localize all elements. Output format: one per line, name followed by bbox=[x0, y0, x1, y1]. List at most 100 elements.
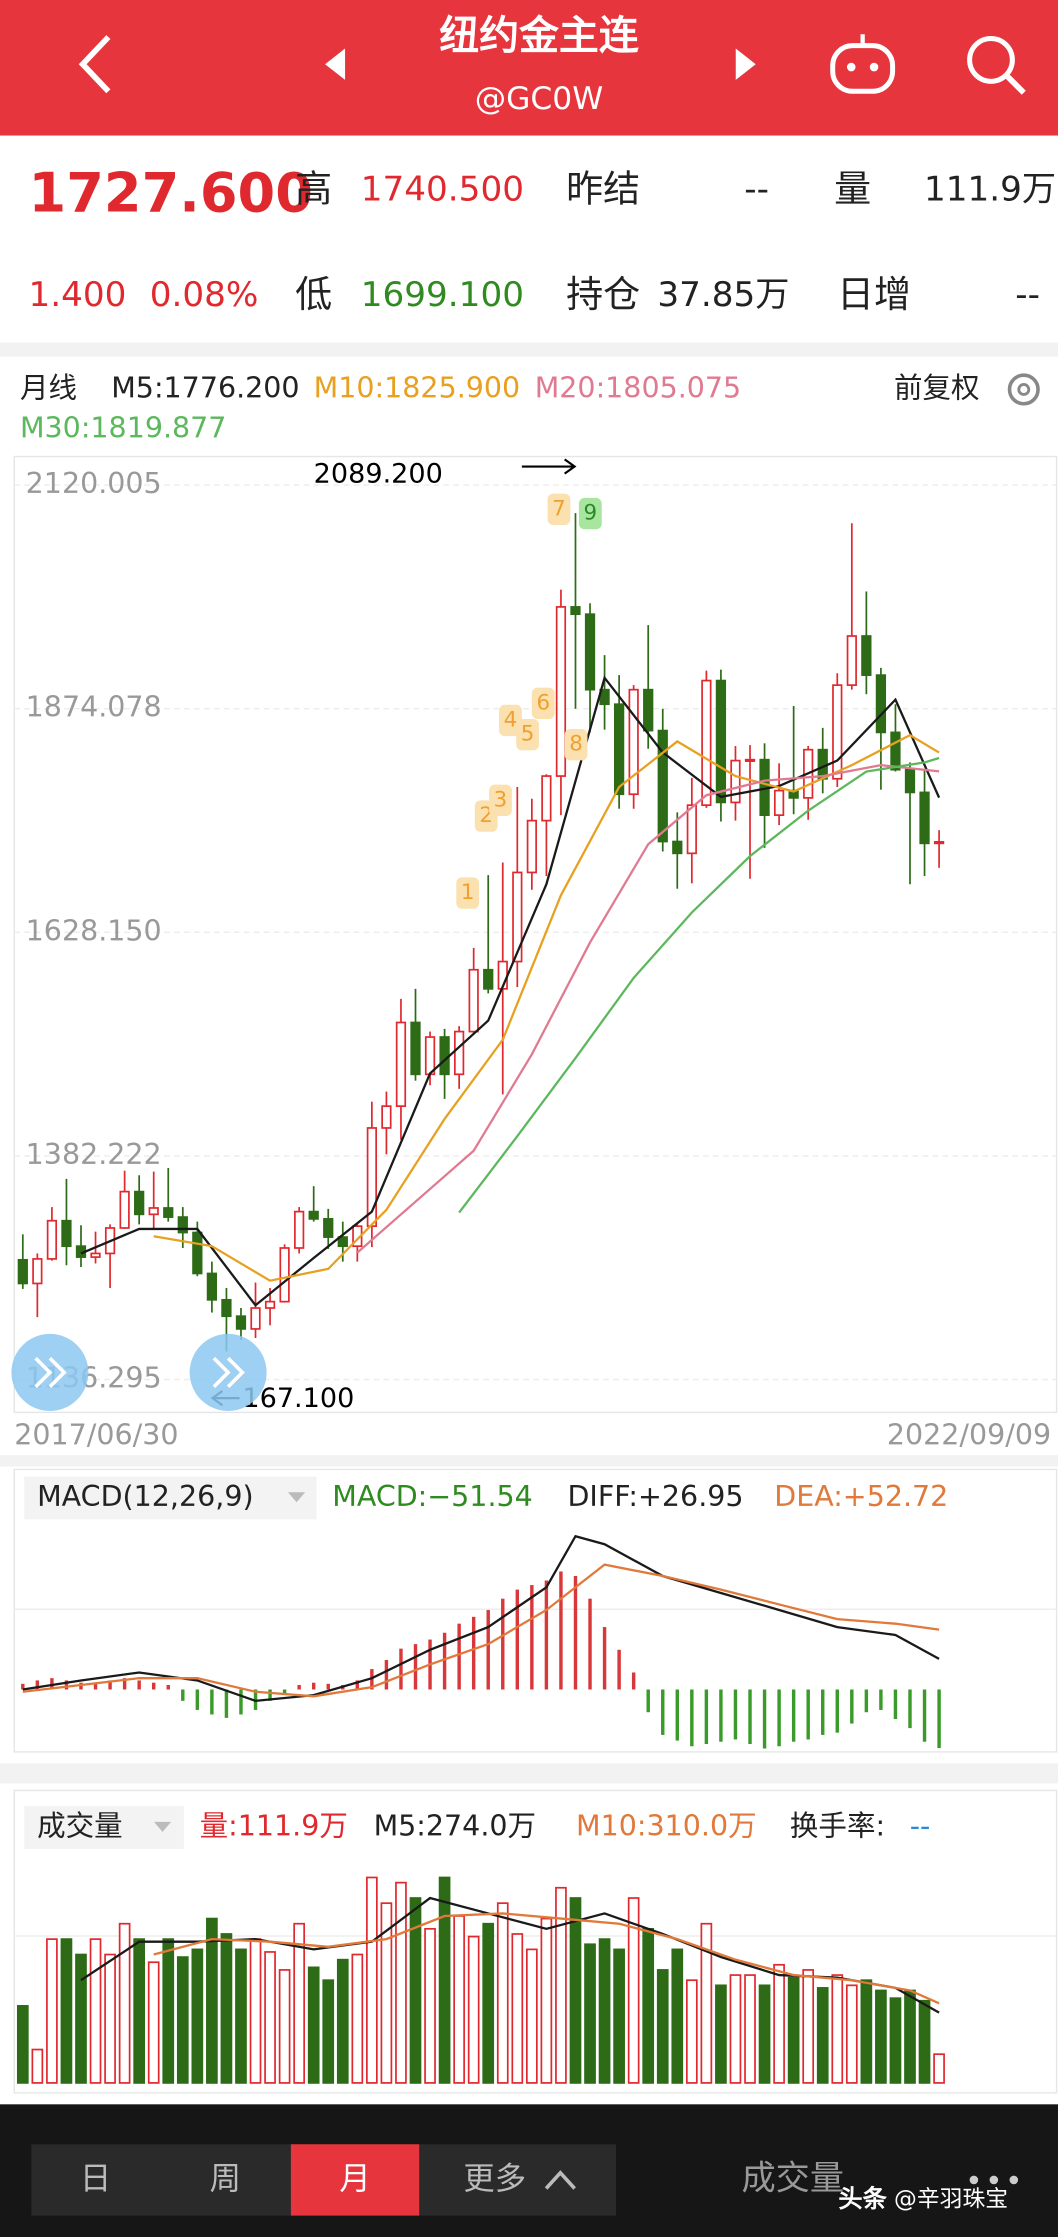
macd-bar bbox=[661, 1689, 665, 1735]
volume-value: 111.9万 bbox=[924, 170, 1056, 210]
candle-body bbox=[773, 789, 785, 817]
volume-bar bbox=[16, 2005, 29, 2084]
candle-body bbox=[32, 1258, 43, 1285]
turnover-value: -- bbox=[910, 1810, 931, 1843]
macd-bar bbox=[195, 1689, 200, 1710]
macd-bar bbox=[413, 1644, 418, 1690]
header-bar bbox=[0, 0, 1058, 136]
candle-body bbox=[395, 1021, 407, 1107]
macd-bar bbox=[108, 1680, 112, 1690]
sequence-label: 5 bbox=[521, 722, 535, 747]
volume-bar bbox=[656, 1969, 669, 2084]
low-label: 低 bbox=[295, 273, 332, 316]
macd-bar bbox=[210, 1689, 214, 1715]
settings-icon[interactable] bbox=[1007, 373, 1040, 406]
volume-bar bbox=[307, 1966, 320, 2084]
candle-body bbox=[177, 1216, 188, 1234]
x-tick-label: 2017/06/30 bbox=[14, 1419, 178, 1452]
candle-body bbox=[686, 804, 697, 855]
volume-frame bbox=[13, 1789, 1058, 2094]
candle-body bbox=[381, 1105, 392, 1129]
y-tick-label: 1382.222 bbox=[26, 1138, 162, 1171]
legend-entry: DEA:+52.72 bbox=[774, 1480, 948, 1513]
candle-body bbox=[832, 684, 843, 780]
prev-contract[interactable] bbox=[325, 48, 346, 80]
adjust-label[interactable]: 前复权 bbox=[894, 371, 980, 404]
more-dot[interactable] bbox=[969, 2175, 979, 2185]
volume-bar bbox=[249, 1938, 262, 2084]
volume-bar bbox=[482, 1922, 495, 2084]
macd-bar bbox=[690, 1689, 694, 1747]
tab[interactable]: 更多 bbox=[463, 2161, 526, 2197]
candle-body bbox=[439, 1036, 450, 1076]
tab[interactable]: 周 bbox=[210, 2161, 241, 2197]
sequence-label: 4 bbox=[504, 707, 518, 732]
separator bbox=[0, 1455, 1058, 1467]
volume-bar bbox=[438, 1876, 451, 2084]
volume-bar bbox=[133, 1938, 146, 2084]
legend-entry: M30:1819.877 bbox=[20, 411, 227, 444]
prev-settle-label: 昨结 bbox=[566, 168, 640, 211]
candle-body bbox=[468, 968, 479, 1033]
volume-bar bbox=[889, 1997, 902, 2084]
candle-body bbox=[134, 1190, 145, 1216]
volume-selector[interactable] bbox=[24, 1806, 184, 1849]
macd-bar bbox=[850, 1689, 854, 1724]
period-label[interactable]: 月线 bbox=[20, 371, 77, 404]
macd-title: MACD(12,26,9) bbox=[37, 1480, 254, 1513]
macd-bar bbox=[239, 1689, 243, 1715]
indicator-selector[interactable]: 成交量 bbox=[741, 2158, 844, 2198]
volume-label: 量 bbox=[834, 168, 871, 211]
volume-bar bbox=[278, 1969, 291, 2084]
macd-bar bbox=[922, 1689, 927, 1742]
next-contract[interactable] bbox=[735, 48, 756, 80]
sequence-label: 9 bbox=[584, 501, 598, 526]
volume-bar bbox=[89, 1938, 102, 2084]
volume-bar bbox=[627, 1897, 640, 2084]
search-icon[interactable] bbox=[967, 36, 1026, 95]
macd-selector[interactable] bbox=[24, 1476, 317, 1520]
candle-body bbox=[192, 1231, 203, 1275]
volume-bar bbox=[613, 1948, 625, 2084]
macd-bar bbox=[675, 1689, 680, 1741]
candle-body bbox=[148, 1207, 159, 1216]
prev-settle-value: -- bbox=[744, 170, 769, 210]
legend-entry: DIFF:+26.95 bbox=[567, 1480, 743, 1513]
volume-bar bbox=[845, 1984, 858, 2084]
sequence-label: 1 bbox=[461, 880, 475, 905]
candle-body bbox=[643, 688, 654, 732]
annotation-arrowhead bbox=[564, 458, 577, 475]
watermark-author: @辛羽珠宝 bbox=[894, 2186, 1008, 2212]
candle-body bbox=[613, 703, 625, 796]
macd-bar bbox=[704, 1689, 709, 1744]
candle-body bbox=[453, 1030, 465, 1076]
tab[interactable]: 月 bbox=[339, 2161, 370, 2197]
macd-bar bbox=[748, 1689, 752, 1744]
macd-bar bbox=[151, 1682, 156, 1690]
candle-body bbox=[221, 1298, 232, 1318]
robot-icon[interactable] bbox=[830, 34, 896, 94]
macd-bar bbox=[908, 1689, 912, 1729]
more-dot bbox=[1009, 2175, 1019, 2185]
back-button[interactable] bbox=[78, 35, 111, 94]
volume-bar bbox=[424, 1927, 436, 2084]
volume-bar bbox=[322, 1979, 335, 2084]
high-value: 1740.500 bbox=[361, 170, 524, 210]
tab[interactable]: 日 bbox=[80, 2161, 111, 2197]
macd-bar bbox=[457, 1623, 461, 1690]
candle-body bbox=[672, 840, 683, 855]
volume-bar bbox=[671, 1948, 684, 2084]
candle-body bbox=[323, 1218, 334, 1238]
volume-bar bbox=[60, 1938, 73, 2084]
y-tick-label: 1628.150 bbox=[26, 914, 162, 947]
legend-entry: M10:310.0万 bbox=[576, 1810, 757, 1843]
volume-bar bbox=[366, 1876, 378, 2084]
volume-bar bbox=[104, 1953, 116, 2084]
volume-bar bbox=[467, 1935, 480, 2084]
turnover-label: 换手率: bbox=[790, 1810, 885, 1843]
title: 纽约金主连 bbox=[439, 13, 639, 59]
candle-body bbox=[512, 871, 523, 963]
sequence-label: 8 bbox=[569, 732, 583, 757]
candle-body bbox=[904, 768, 916, 794]
